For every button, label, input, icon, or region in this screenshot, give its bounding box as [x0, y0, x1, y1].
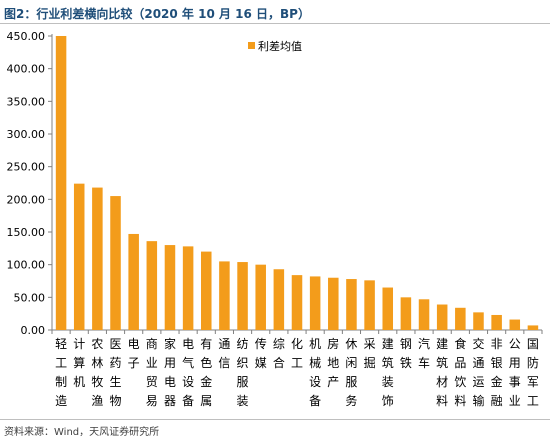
bar	[146, 241, 158, 330]
x-category-label: 房地产	[327, 336, 339, 389]
bar	[164, 245, 176, 330]
x-category-label: 公用事业	[509, 337, 521, 408]
x-category-label: 电气设备	[182, 337, 194, 408]
legend-swatch	[248, 42, 255, 49]
bar	[491, 314, 502, 330]
bar	[110, 196, 121, 330]
x-category-label: 交通运输	[472, 336, 484, 408]
x-category-label: 机械设备	[309, 337, 321, 408]
x-category-label: 纺织服装	[237, 337, 249, 408]
y-tick-label: 0.00	[21, 324, 46, 337]
x-category-label: 轻工制造	[55, 337, 67, 408]
x-category-label: 汽车	[418, 336, 430, 370]
x-category-label: 休闲服务	[345, 337, 357, 408]
x-category-label: 通信	[218, 337, 230, 370]
x-category-label: 国防军工	[527, 337, 539, 408]
bar	[328, 277, 339, 330]
x-category-label: 综合	[273, 337, 285, 370]
y-tick-label: 250.00	[7, 161, 46, 174]
y-tick-label: 50.00	[14, 291, 46, 304]
source-note: 资料来源：Wind，天风证券研究所	[4, 427, 160, 438]
bar	[219, 261, 230, 330]
bar	[455, 307, 466, 330]
bar	[382, 287, 394, 330]
bar	[273, 269, 285, 330]
x-category-label: 钢铁	[400, 337, 412, 370]
bar	[418, 299, 430, 330]
y-tick-label: 150.00	[7, 226, 46, 239]
x-category-label: 商业贸易	[146, 336, 158, 408]
x-category-label: 电子	[128, 337, 140, 370]
x-category-label: 建筑装饰	[382, 337, 394, 408]
bar	[182, 246, 194, 330]
x-category-label: 传媒	[255, 336, 267, 370]
y-tick-label: 100.00	[7, 259, 46, 272]
bar	[436, 304, 448, 330]
bar	[237, 262, 248, 330]
bar	[128, 233, 139, 330]
bar	[92, 187, 103, 330]
chart-title: 图2：行业利差横向比较（2020 年 10 月 16 日，BP）	[4, 7, 310, 21]
bar	[200, 251, 212, 330]
bar	[364, 280, 375, 330]
bar	[73, 183, 85, 330]
x-category-label: 化工	[291, 337, 303, 370]
bar	[509, 319, 521, 330]
y-tick-label: 300.00	[7, 128, 46, 141]
x-category-label: 食品饮料	[454, 336, 466, 408]
x-category-label: 家用电器	[164, 336, 176, 408]
bar	[346, 279, 357, 330]
bar	[527, 325, 539, 330]
x-category-label: 有色金属	[200, 337, 212, 408]
y-tick-label: 200.00	[7, 193, 46, 206]
x-category-label: 医药生物	[110, 337, 122, 408]
bar	[55, 36, 67, 330]
y-tick-label: 400.00	[7, 63, 46, 76]
footer-divider	[0, 419, 550, 420]
bar	[400, 297, 412, 330]
x-category-label: 农林牧渔	[91, 337, 103, 408]
x-category-label: 采掘	[364, 337, 376, 370]
bar-chart: 0.00 50.00 100.00 150.00 200.00 250.00 300.00 3…	[7, 30, 543, 408]
bar	[291, 275, 303, 330]
bar	[473, 312, 484, 330]
legend-label: 利差均值	[258, 39, 302, 53]
x-category-label: 计算机	[73, 337, 85, 389]
bar	[255, 264, 266, 330]
x-category-label: 非银金融	[491, 337, 503, 408]
y-tick-label: 350.00	[7, 95, 46, 108]
title-divider	[0, 23, 550, 24]
y-tick-label: 450.00	[7, 30, 46, 43]
bar	[309, 276, 321, 330]
x-category-label: 建筑材料	[436, 337, 448, 408]
